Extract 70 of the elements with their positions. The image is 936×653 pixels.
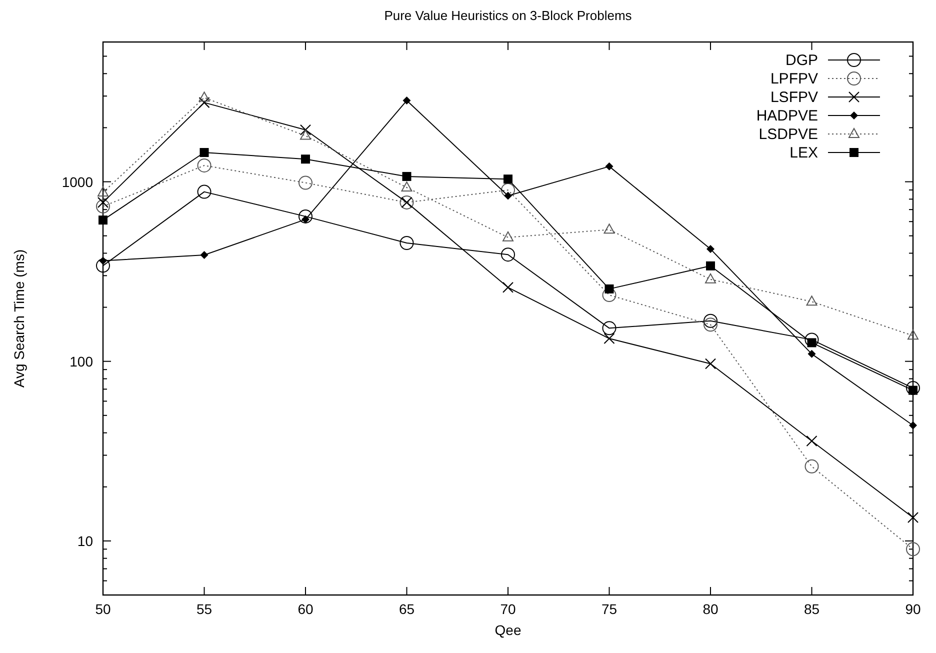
- point: [298, 209, 312, 224]
- point: [402, 172, 412, 181]
- x-tick-label: 80: [702, 601, 718, 617]
- legend-label: LSFPV: [770, 89, 818, 106]
- point: [604, 332, 615, 344]
- chart-title: Pure Value Heuristics on 3-Block Problems: [384, 8, 632, 23]
- point: [804, 332, 819, 347]
- y-axis-title: Avg Search Time (ms): [11, 249, 27, 388]
- y-tick-label: 1000: [62, 174, 94, 190]
- point: [301, 154, 310, 164]
- point: [706, 245, 714, 254]
- point: [198, 97, 210, 108]
- point: [300, 124, 312, 136]
- x-tick-label: 50: [95, 601, 111, 617]
- legend-label: DGP: [785, 52, 818, 69]
- x-tick-label: 65: [398, 601, 415, 617]
- point: [806, 435, 818, 447]
- point: [198, 92, 210, 102]
- legend-label: LEX: [790, 144, 818, 162]
- point: [401, 181, 412, 192]
- point: [504, 192, 512, 200]
- point: [908, 330, 918, 340]
- legend-label: HADPVE: [756, 108, 818, 124]
- point: [602, 288, 616, 302]
- point: [706, 261, 715, 270]
- x-tick-label: 75: [601, 601, 618, 617]
- point: [300, 130, 311, 140]
- point: [501, 183, 515, 198]
- x-tick-label: 90: [905, 601, 921, 617]
- y-tick-label: 100: [70, 353, 94, 370]
- point: [705, 273, 716, 284]
- point: [704, 318, 718, 332]
- point: [298, 176, 312, 190]
- point: [704, 314, 718, 328]
- point: [97, 196, 109, 208]
- point: [602, 321, 616, 336]
- point: [200, 250, 208, 259]
- point: [98, 216, 108, 225]
- point: [906, 381, 920, 396]
- point: [197, 158, 212, 172]
- legend-label: LPFPV: [770, 70, 818, 88]
- point: [808, 350, 816, 358]
- x-tick-label: 60: [298, 601, 314, 617]
- x-tick-label: 70: [500, 601, 516, 617]
- point: [96, 199, 110, 214]
- point: [804, 459, 819, 474]
- point: [909, 421, 917, 430]
- x-tick-label: 85: [804, 601, 820, 617]
- point: [96, 258, 110, 273]
- point: [504, 174, 512, 184]
- point: [604, 224, 615, 234]
- point: [704, 358, 716, 370]
- point: [604, 284, 614, 294]
- point: [99, 256, 107, 265]
- x-axis-title: Qee: [494, 622, 522, 638]
- point: [605, 162, 614, 170]
- legend-label: LSDPVE: [758, 126, 818, 143]
- point: [906, 542, 920, 556]
- point: [501, 248, 515, 262]
- point: [402, 96, 411, 105]
- point: [98, 186, 108, 197]
- point: [806, 296, 818, 306]
- point: [200, 148, 209, 157]
- point: [197, 184, 212, 199]
- point: [400, 236, 414, 250]
- point: [502, 282, 514, 293]
- y-tick-label: 10: [77, 532, 94, 549]
- x-tick-label: 55: [196, 601, 212, 617]
- point: [502, 231, 514, 242]
- point: [907, 512, 919, 524]
